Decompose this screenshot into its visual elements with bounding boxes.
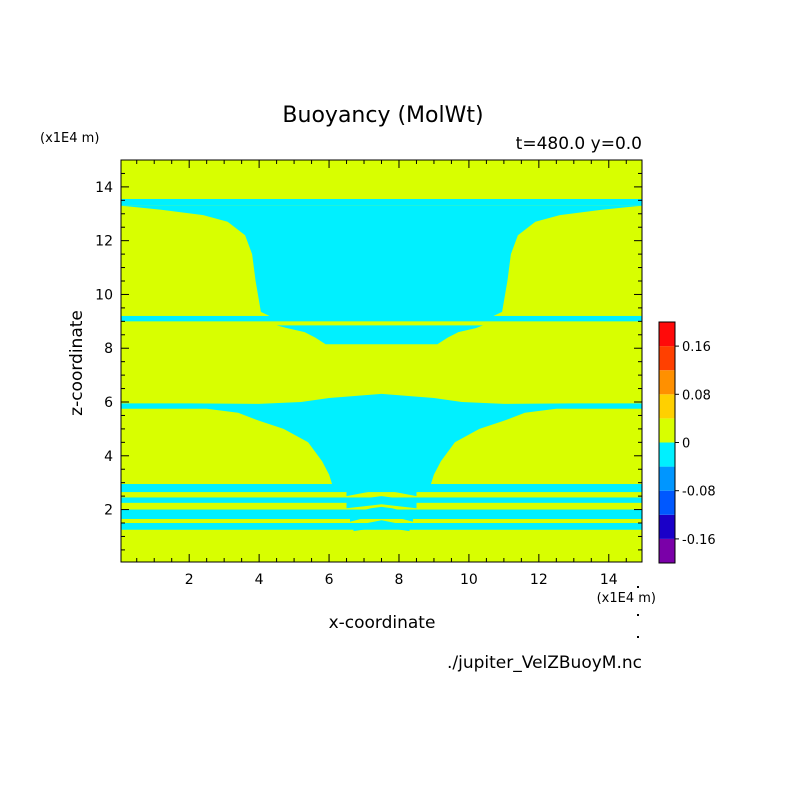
- colorbar-tick-label: -0.08: [682, 485, 716, 500]
- x-tick-label: 10: [460, 572, 478, 588]
- negative-band-0: [121, 198, 642, 206]
- colorbar-tick-label: -0.16: [682, 533, 716, 548]
- y-tick-label: 10: [95, 287, 113, 303]
- colorbar-swatch-7: [659, 370, 675, 395]
- marker-dot: [637, 636, 639, 638]
- x-unit-label: (x1E4 m): [597, 591, 656, 606]
- chart-subtitle: t=480.0 y=0.0: [516, 134, 642, 154]
- colorbar-tick-label: 0.08: [682, 388, 711, 403]
- x-tick-label: 4: [255, 572, 264, 588]
- colorbar-swatch-0: [659, 538, 675, 563]
- colorbar-swatch-1: [659, 514, 675, 539]
- negative-region-11: [350, 506, 413, 522]
- negative-regions: [121, 198, 642, 532]
- negative-region-1: [121, 205, 642, 316]
- tiny-markers: [637, 586, 639, 638]
- x-axis-label: x-coordinate: [329, 613, 436, 633]
- x-tick-label: 2: [185, 572, 194, 588]
- negative-band-2: [121, 315, 642, 322]
- axis-ticks: 2 4 6 8 10 12 14 2 4 6 8 10 12 14: [95, 159, 642, 588]
- y-axis-label: z-coordinate: [67, 310, 87, 416]
- negative-region-9: [346, 485, 417, 497]
- colorbar: -0.16 -0.08 0 0.08 0.16: [658, 321, 716, 564]
- colorbar-swatch-5: [659, 418, 675, 443]
- y-tick-label: 2: [104, 503, 113, 519]
- colorbar-swatch-4: [659, 442, 675, 467]
- x-tick-label: 6: [325, 572, 334, 588]
- x-tick-label: 14: [600, 572, 618, 588]
- x-tick-label: 8: [395, 572, 404, 588]
- colorbar-swatch-8: [659, 346, 675, 371]
- colorbar-swatch-6: [659, 394, 675, 419]
- x-tick-label: 12: [530, 572, 548, 588]
- marker-dot: [637, 586, 639, 588]
- colorbar-swatch-2: [659, 490, 675, 515]
- negative-region-4: [121, 393, 642, 486]
- y-unit-label: (x1E4 m): [40, 131, 99, 146]
- colorbar-tick-label: 0.16: [682, 340, 711, 355]
- negative-region-3: [276, 325, 483, 345]
- y-tick-label: 12: [95, 234, 113, 250]
- y-tick-label: 4: [104, 449, 113, 465]
- y-tick-label: 6: [104, 395, 113, 411]
- colorbar-swatch-9: [659, 322, 675, 347]
- y-tick-label: 14: [95, 180, 113, 196]
- marker-dot: [637, 614, 639, 616]
- negative-region-12: [353, 520, 410, 532]
- chart-title: Buoyancy (MolWt): [282, 103, 483, 128]
- colorbar-tick-label: 0: [682, 437, 690, 452]
- source-file-label: ./jupiter_VelZBuoyM.nc: [447, 653, 642, 673]
- colorbar-swatch-3: [659, 466, 675, 491]
- negative-region-10: [346, 496, 417, 509]
- y-tick-label: 8: [104, 341, 113, 357]
